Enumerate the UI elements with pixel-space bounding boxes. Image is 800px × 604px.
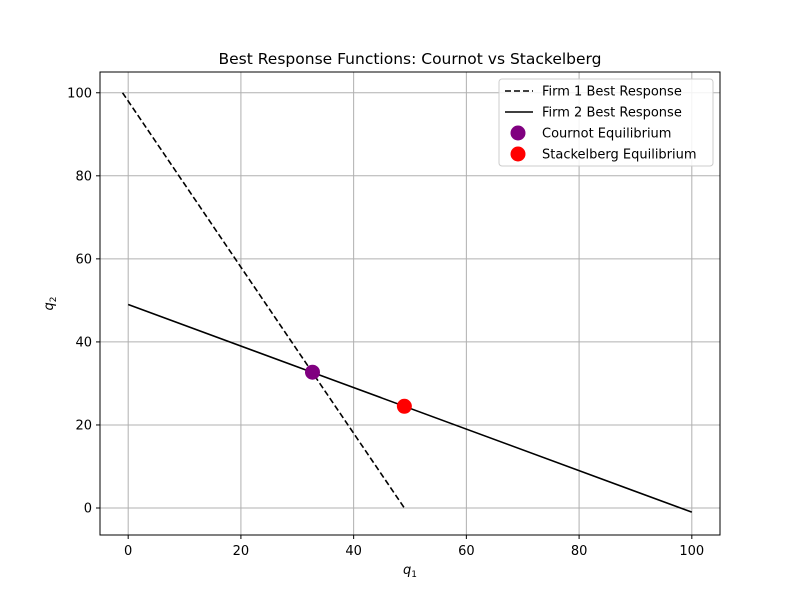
firm-1-best-response-line (121, 92, 406, 509)
legend: Firm 1 Best Response Firm 2 Best Respons… (498, 78, 714, 167)
y-tick-label: 80 (75, 169, 92, 184)
x-tick-label: 100 (679, 544, 704, 559)
tick-layer: 0 20 40 60 80 100 0 20 40 60 80 100 (67, 86, 704, 559)
y-tick-label: 20 (75, 418, 92, 433)
plot-area-frame (99, 71, 721, 536)
legend-box (498, 78, 714, 167)
x-axis-label-main: q (403, 563, 411, 578)
x-tick-label: 80 (571, 544, 588, 559)
legend-label-firm2: Firm 2 Best Response (542, 106, 682, 121)
y-axis-label-subscript: 2 (49, 297, 59, 303)
chart-title: Best Response Functions: Cournot vs Stac… (218, 50, 601, 68)
x-tick-label: 0 (124, 544, 132, 559)
x-axis-label: q1 (403, 563, 417, 580)
y-tick-label: 0 (84, 502, 92, 517)
series-layer (121, 92, 693, 513)
y-axis-label-main: q (42, 302, 57, 310)
cournot-equilibrium-point (304, 364, 320, 380)
x-tick-label: 60 (458, 544, 475, 559)
legend-label-firm1: Firm 1 Best Response (542, 85, 682, 100)
legend-marker-stackelberg (510, 146, 526, 162)
y-tick-label: 40 (75, 335, 92, 350)
legend-marker-cournot (510, 125, 526, 141)
y-tick-label: 100 (67, 86, 92, 101)
x-tick-label: 20 (233, 544, 250, 559)
x-tick-label: 40 (345, 544, 362, 559)
y-axis-label: q2 (42, 297, 59, 311)
x-axis-label-subscript: 1 (411, 570, 417, 580)
stackelberg-equilibrium-point (396, 398, 412, 414)
y-tick-label: 60 (75, 252, 92, 267)
legend-label-stackelberg: Stackelberg Equilibrium (542, 148, 697, 163)
legend-label-cournot: Cournot Equilibrium (542, 127, 671, 142)
